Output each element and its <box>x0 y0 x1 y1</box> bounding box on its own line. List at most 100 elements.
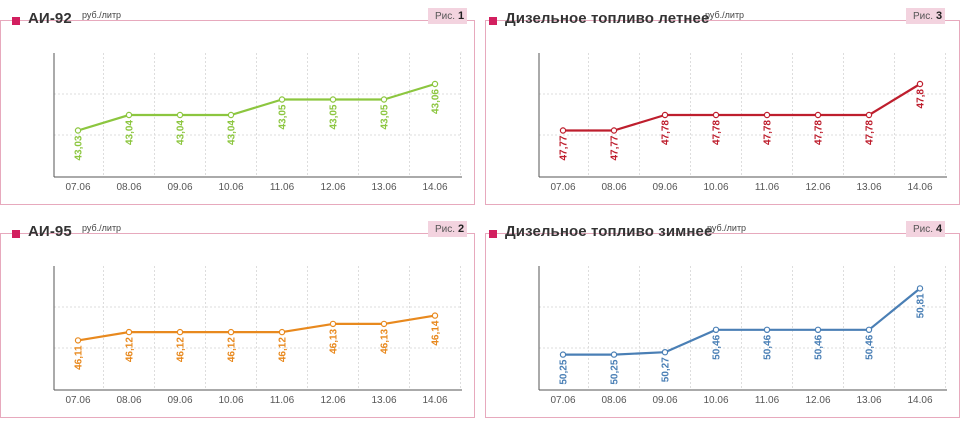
x-tick-label: 14.06 <box>907 182 932 193</box>
data-point <box>227 328 235 336</box>
data-label: 47,77 <box>559 135 570 160</box>
data-label: 50,81 <box>916 293 927 318</box>
data-label: 47,78 <box>661 120 672 145</box>
data-label: 50,25 <box>559 359 570 384</box>
data-label: 47,78 <box>814 120 825 145</box>
gridlines <box>54 53 462 177</box>
data-label: 43,06 <box>431 89 442 114</box>
data-point <box>814 111 822 119</box>
data-point <box>176 111 184 119</box>
data-label: 46,12 <box>125 337 136 362</box>
chart-panel-ai95: АИ-95 руб./литр Рис. 2 46,11 46,12 46,12 46,… <box>0 213 475 428</box>
x-tick-label: 12.06 <box>320 182 345 193</box>
x-tick-label: 10.06 <box>703 395 728 406</box>
data-label: 43,05 <box>329 104 340 129</box>
chart-title: АИ-95 <box>28 223 72 240</box>
data-point <box>661 111 669 119</box>
data-point <box>74 127 82 134</box>
chart-panel-diesel-summer: Дизельное топливо летнее руб./литр Рис. 3… <box>485 0 960 215</box>
data-label: 50,46 <box>763 334 774 359</box>
data-point <box>380 320 388 328</box>
data-point <box>763 326 771 334</box>
data-label: 46,12 <box>176 337 187 362</box>
gridlines <box>54 266 462 390</box>
series-line <box>563 83 921 132</box>
data-point <box>380 96 388 103</box>
x-tick-label: 07.06 <box>65 182 90 193</box>
line-chart-diesel-summer: 47,77 47,77 47,78 47,78 47,78 47,78 47,78 47,8 0… <box>538 53 947 193</box>
x-tick-label: 09.06 <box>652 182 677 193</box>
x-tick-label: 12.06 <box>805 182 830 193</box>
data-point <box>329 96 337 103</box>
x-tick-label: 08.06 <box>116 395 141 406</box>
chart-panel-diesel-winter: Дизельное топливо зимнее руб./литр Рис. 4… <box>485 213 960 428</box>
data-label: 46,12 <box>278 337 289 362</box>
data-point <box>278 328 286 336</box>
data-point <box>278 96 286 103</box>
x-tick-label: 13.06 <box>371 182 396 193</box>
x-tick-label: 11.06 <box>270 395 295 406</box>
data-label: 47,78 <box>712 120 723 145</box>
line-chart-diesel-winter: 50,25 50,25 50,27 50,46 50,46 50,46 50,46 50,81… <box>538 266 947 406</box>
data-point <box>865 326 873 334</box>
data-label: 43,03 <box>74 135 85 160</box>
data-label: 46,11 <box>74 345 85 370</box>
data-point <box>865 111 873 119</box>
data-label: 46,13 <box>329 328 340 353</box>
x-tick-label: 07.06 <box>550 182 575 193</box>
x-tick-label: 08.06 <box>601 182 626 193</box>
unit-label: руб./литр <box>705 10 745 20</box>
data-label: 43,05 <box>380 104 391 129</box>
x-tick-label: 14.06 <box>907 395 932 406</box>
chart-title: АИ-92 <box>28 10 72 27</box>
chart-frame <box>485 233 960 418</box>
x-tick-label: 09.06 <box>167 395 192 406</box>
title-marker <box>489 230 497 238</box>
data-label: 46,13 <box>380 328 391 353</box>
figure-tag: Рис. 4 <box>906 221 946 237</box>
data-label: 43,04 <box>125 120 136 145</box>
data-label: 46,14 <box>431 320 442 345</box>
title-marker <box>12 17 20 25</box>
series-line <box>77 82 436 132</box>
data-point <box>712 326 720 334</box>
figure-number: 2 <box>458 223 465 235</box>
x-tick-label: 11.06 <box>755 395 780 406</box>
chart-panel-ai92: АИ-92 руб./литр Рис. 1 43,03 43,04 43,04 43,… <box>0 0 475 215</box>
x-tick-label: 10.06 <box>218 395 243 406</box>
x-tick-label: 13.06 <box>856 182 881 193</box>
figure-label: Рис. <box>435 11 456 22</box>
data-point <box>125 328 133 336</box>
data-point <box>559 351 567 358</box>
data-label: 47,78 <box>763 120 774 145</box>
data-point <box>431 312 439 319</box>
unit-label: руб./литр <box>707 223 747 233</box>
data-label: 50,46 <box>865 334 876 359</box>
figure-label: Рис. <box>435 224 456 235</box>
figure-label: Рис. <box>913 224 934 235</box>
data-label: 46,12 <box>227 337 238 362</box>
data-point <box>227 111 235 119</box>
chart-title: Дизельное топливо летнее <box>505 10 710 27</box>
x-tick-label: 14.06 <box>422 395 447 406</box>
data-point <box>661 348 669 356</box>
data-point <box>814 326 822 334</box>
data-label: 43,04 <box>176 120 187 145</box>
x-tick-label: 14.06 <box>422 182 447 193</box>
figure-tag: Рис. 3 <box>906 8 946 24</box>
data-point <box>74 337 82 344</box>
x-tick-label: 10.06 <box>703 182 728 193</box>
figure-number: 1 <box>458 10 465 22</box>
line-chart-ai92: 43,03 43,04 43,04 43,04 43,05 43,05 43,05 43,06… <box>53 53 462 193</box>
data-point <box>559 127 567 134</box>
title-marker <box>12 230 20 238</box>
data-label: 43,04 <box>227 120 238 145</box>
figure-tag: Рис. 1 <box>428 8 468 24</box>
data-point <box>763 111 771 119</box>
data-point <box>916 285 924 292</box>
title-marker <box>489 17 497 25</box>
x-tick-label: 13.06 <box>856 395 881 406</box>
figure-number: 3 <box>936 10 943 22</box>
gridlines <box>539 266 947 390</box>
data-point <box>712 111 720 119</box>
